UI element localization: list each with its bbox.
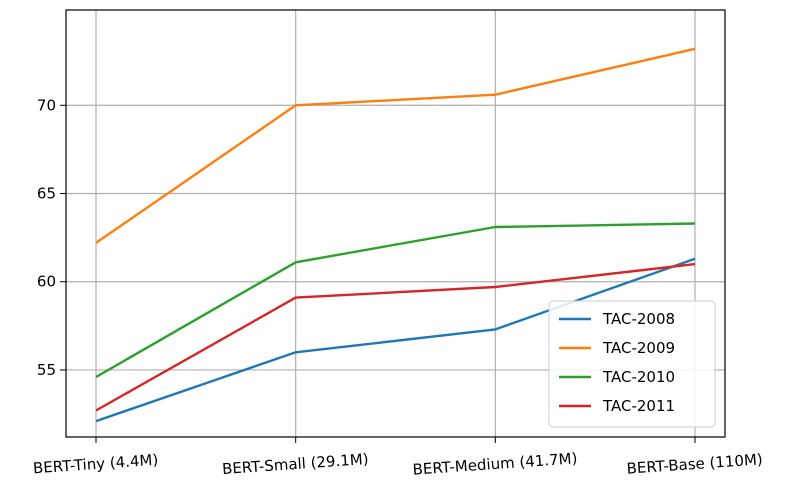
legend-label: TAC-2008 — [602, 310, 675, 328]
x-tick-label: BERT-Small (29.1M) — [221, 450, 369, 478]
series-line-tac-2011 — [95, 262, 696, 412]
x-tick-label: BERT-Medium (41.7M) — [412, 449, 578, 478]
series-line-tac-2009 — [95, 47, 696, 244]
legend: TAC-2008 TAC-2009 TAC-2010 TAC-2011 — [548, 300, 716, 428]
y-tick-label: 65 — [37, 185, 56, 203]
plot-frame — [65, 9, 726, 438]
legend-label: TAC-2011 — [602, 397, 675, 415]
legend-box — [548, 300, 716, 428]
y-tick-label: 70 — [37, 96, 56, 114]
y-tick-label: 60 — [37, 273, 56, 291]
series-lines — [95, 47, 696, 423]
gridlines — [66, 10, 725, 437]
series-line-tac-2008 — [95, 257, 696, 423]
legend-label: TAC-2010 — [602, 368, 675, 386]
x-tick-label: BERT-Base (110M) — [626, 450, 763, 477]
legend-label: TAC-2009 — [602, 339, 675, 357]
y-tick-label: 55 — [37, 361, 56, 379]
x-tick-label: BERT-Tiny (4.4M) — [32, 451, 158, 478]
series-line-tac-2010 — [95, 222, 696, 379]
